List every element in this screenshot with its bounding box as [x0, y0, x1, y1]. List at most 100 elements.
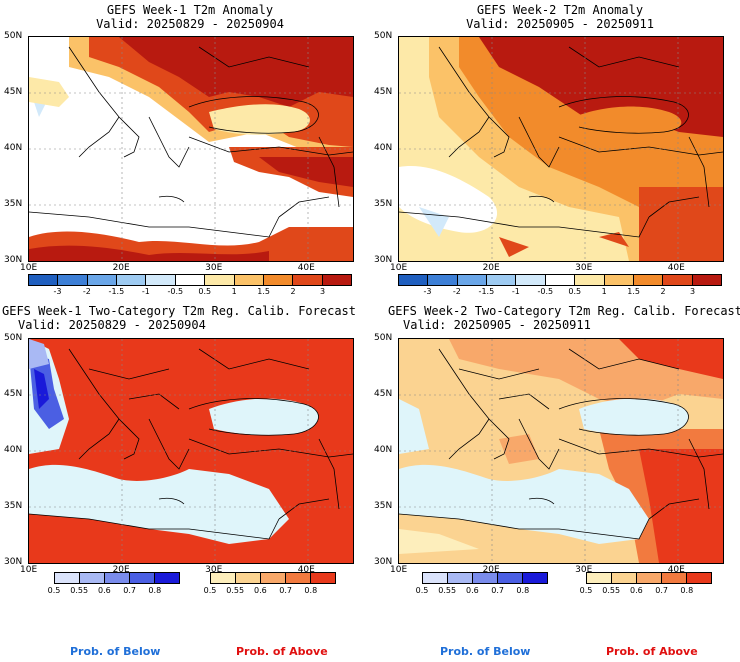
colorbar-swatch	[286, 573, 311, 583]
colorbar-swatch	[575, 275, 605, 285]
prob-colorbar-label: 0.8	[148, 586, 162, 595]
prob-colorbar-label: 0.55	[70, 586, 89, 595]
anomaly-colorbar-label: 1.5	[257, 287, 270, 296]
anomaly-colorbar-label: -3	[423, 287, 432, 296]
lon-label: 10E	[20, 565, 38, 575]
colorbar-swatch	[399, 275, 429, 285]
prob-colorbar-label: 0.5	[203, 586, 217, 595]
prob-colorbar-label: 0.55	[438, 586, 457, 595]
anomaly-colorbar-label: -1	[141, 287, 150, 296]
lat-label: 50N	[374, 333, 393, 343]
colorbar-swatch	[662, 573, 687, 583]
lon-label: 40E	[297, 263, 315, 273]
above-colorbar-1	[210, 572, 336, 584]
lat-label: 45N	[374, 87, 393, 97]
colorbar-swatch	[311, 573, 335, 583]
anomaly-colorbar-label: -2	[452, 287, 461, 296]
lon-label: 10E	[390, 565, 408, 575]
colorbar-swatch	[423, 573, 448, 583]
colorbar-swatch	[80, 573, 105, 583]
prob-colorbar-label: 0.6	[466, 586, 479, 595]
anomaly-colorbar-label: 2	[660, 287, 666, 296]
colorbar-swatch	[293, 275, 323, 285]
prob-colorbar-label: 0.5	[47, 586, 61, 595]
anomaly-colorbar-label: 1	[231, 287, 237, 296]
panel2-title: GEFS Week-2 T2m Anomaly	[476, 3, 644, 17]
lon-label: 40E	[667, 565, 685, 575]
anomaly-colorbar-label: -1	[511, 287, 520, 296]
below-colorbar-1	[54, 572, 180, 584]
anomaly-colorbar-2	[398, 274, 722, 286]
prob-below-label-2: Prob. of Below	[440, 645, 531, 658]
lat-label: 45N	[4, 389, 23, 399]
colorbar-swatch	[55, 573, 80, 583]
colorbar-swatch	[687, 573, 711, 583]
colorbar-swatch	[205, 275, 235, 285]
prob-colorbar-label: 0.7	[123, 586, 136, 595]
prob-colorbar-label: 0.6	[98, 586, 111, 595]
colorbar-swatch	[457, 275, 488, 285]
panel4-title: GEFS Week-2 Two-Category T2m Reg. Calib.…	[388, 304, 740, 318]
prob-colorbar-label: 0.5	[415, 586, 429, 595]
prob-colorbar-label: 0.8	[516, 586, 530, 595]
lon-label: 20E	[482, 263, 500, 273]
panel3-map	[28, 338, 354, 564]
lat-label: 40N	[4, 445, 23, 455]
anomaly-colorbar-label: 0.5	[198, 287, 212, 296]
colorbar-swatch	[175, 275, 206, 285]
colorbar-swatch	[87, 275, 118, 285]
lon-label: 20E	[482, 565, 500, 575]
colorbar-swatch	[487, 275, 517, 285]
colorbar-swatch	[633, 275, 664, 285]
lat-label: 30N	[374, 557, 393, 567]
anomaly-colorbar-label: 3	[319, 287, 326, 296]
lat-label: 45N	[374, 389, 393, 399]
colorbar-swatch	[155, 573, 179, 583]
lat-label: 50N	[374, 31, 393, 41]
prob-colorbar-label: 0.6	[630, 586, 643, 595]
anomaly-colorbar-label: 0.5	[568, 287, 582, 296]
prob-above-label-2: Prob. of Above	[606, 645, 698, 658]
prob-above-label-1: Prob. of Above	[236, 645, 328, 658]
colorbar-swatch	[117, 275, 147, 285]
panel3-valid: Valid: 20250829 - 20250904	[18, 318, 206, 332]
lat-label: 35N	[374, 199, 393, 209]
prob-colorbar-label: 0.7	[491, 586, 504, 595]
colorbar-swatch	[234, 275, 264, 285]
lat-label: 40N	[4, 143, 23, 153]
panel1-valid: Valid: 20250829 - 20250904	[96, 17, 284, 31]
colorbar-swatch	[261, 573, 286, 583]
lon-label: 30E	[575, 565, 593, 575]
lat-label: 35N	[4, 501, 23, 511]
prob-colorbar-label: 0.8	[680, 586, 694, 595]
colorbar-swatch	[58, 275, 88, 285]
colorbar-swatch	[29, 275, 59, 285]
anomaly-colorbar-1	[28, 274, 352, 286]
colorbar-swatch	[587, 573, 612, 583]
lat-label: 40N	[374, 445, 393, 455]
anomaly-colorbar-label: 2	[290, 287, 296, 296]
lon-label: 40E	[297, 565, 315, 575]
prob-colorbar-label: 0.5	[579, 586, 593, 595]
below-colorbar-2	[422, 572, 548, 584]
lon-label: 10E	[390, 263, 408, 273]
lon-label: 30E	[575, 263, 593, 273]
lat-label: 45N	[4, 87, 23, 97]
anomaly-colorbar-label: -0.5	[167, 287, 184, 296]
prob-colorbar-label: 0.55	[226, 586, 245, 595]
colorbar-swatch	[263, 275, 294, 285]
colorbar-swatch	[428, 275, 458, 285]
colorbar-swatch	[498, 573, 523, 583]
colorbar-swatch	[236, 573, 261, 583]
colorbar-swatch	[105, 573, 130, 583]
colorbar-swatch	[516, 275, 546, 285]
colorbar-swatch	[692, 275, 721, 285]
colorbar-swatch	[130, 573, 155, 583]
anomaly-colorbar-label: -1.5	[108, 287, 125, 296]
lon-label: 20E	[112, 565, 130, 575]
lon-label: 20E	[112, 263, 130, 273]
prob-colorbar-label: 0.55	[602, 586, 621, 595]
lat-label: 30N	[374, 255, 393, 265]
above-colorbar-2	[586, 572, 712, 584]
colorbar-swatch	[146, 275, 176, 285]
